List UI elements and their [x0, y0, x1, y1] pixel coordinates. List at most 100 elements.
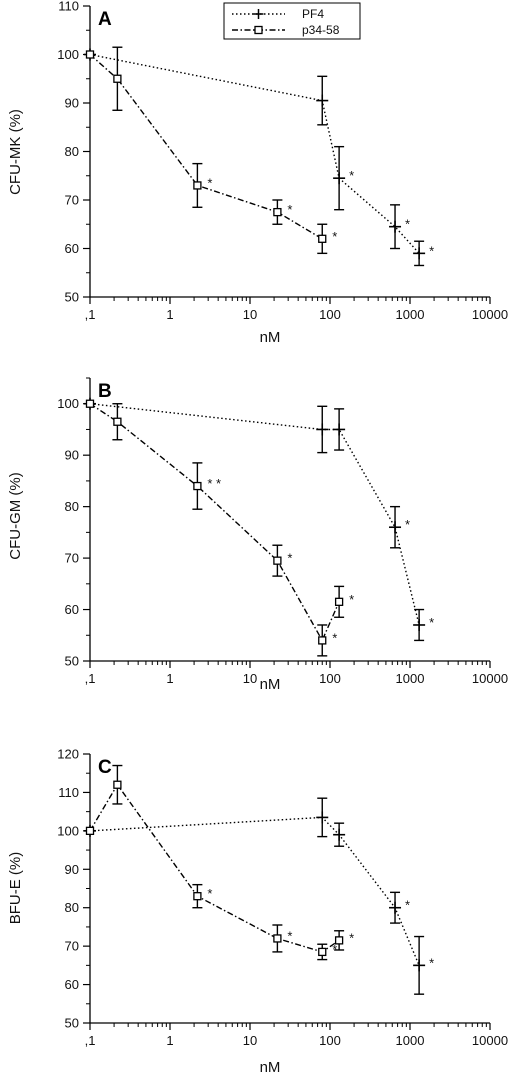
x-tick-label: 1000 [396, 307, 425, 322]
y-tick-label: 60 [65, 602, 79, 617]
significance-mark: * [429, 243, 434, 258]
data-point [318, 636, 327, 645]
significance-mark: * [287, 202, 292, 217]
data-point [334, 936, 344, 945]
significance-mark: * [405, 517, 410, 532]
data-point [113, 417, 122, 426]
series-pf4: ** [84, 397, 434, 642]
data-point [273, 934, 282, 943]
x-tick-label: 10000 [472, 307, 508, 322]
x-tick-label: 1 [166, 671, 173, 686]
series-line [89, 783, 340, 953]
x-tick-label: 1 [166, 1033, 173, 1048]
series-pf4: ** [84, 797, 434, 995]
x-tick-label: 10 [243, 1033, 257, 1048]
y-tick-label: 110 [58, 785, 79, 800]
y-tick-label: 80 [65, 900, 79, 915]
significance-mark: * [207, 886, 212, 901]
x-axis-title: nM [260, 1059, 281, 1076]
panel-letter: A [98, 9, 112, 30]
series-line [89, 816, 420, 966]
y-tick-label: 70 [65, 551, 79, 566]
x-tick-label: 1000 [396, 1033, 425, 1048]
panel-letter: B [98, 381, 112, 402]
data-point [193, 892, 202, 901]
series-p34-58: * * * [85, 46, 337, 255]
panel-letter: C [98, 757, 112, 778]
x-tick-label: ,1 [85, 1033, 96, 1048]
x-tick-label: 1 [166, 307, 173, 322]
data-point [85, 826, 95, 836]
series-line [89, 403, 420, 626]
y-tick-label: 120 [57, 747, 79, 762]
y-tick-label: 100 [57, 396, 79, 411]
significance-mark: * [349, 168, 354, 183]
y-axis-title: CFU-GM (%) [7, 472, 24, 559]
series-p34-58: * * * * * [85, 399, 354, 657]
x-tick-label: 10 [243, 671, 257, 686]
legend-label-p34-58: p34-58 [302, 23, 340, 37]
y-tick-label: 80 [65, 499, 79, 514]
y-tick-label: 100 [57, 823, 79, 838]
y-tick-label: 80 [65, 144, 79, 159]
data-point [273, 207, 282, 217]
x-tick-label: ,1 [85, 307, 96, 322]
significance-mark: * [349, 930, 354, 945]
series-pf4: * * * [84, 48, 434, 267]
y-tick-label: 50 [65, 1016, 79, 1031]
panel-b: 50 60 70 80 90 100 ,1 1 10 100 1000 10000 nM CFU-GM (… [7, 377, 508, 693]
y-tick-label: 70 [65, 939, 79, 954]
data-point [85, 50, 95, 59]
significance-mark: * * [207, 476, 221, 491]
x-tick-label: 100 [319, 671, 341, 686]
significance-mark: * [405, 217, 410, 232]
y-tick-label: 60 [65, 241, 79, 256]
significance-mark: * [429, 955, 434, 970]
y-tick-label: 60 [65, 977, 79, 992]
significance-mark: * [287, 551, 292, 566]
significance-mark: * [207, 175, 212, 190]
x-tick-label: 10000 [472, 671, 508, 686]
significance-mark: * [349, 592, 354, 607]
data-point [273, 556, 282, 565]
data-point [193, 481, 202, 491]
y-axis-title: BFU-E (%) [7, 852, 24, 925]
x-tick-label: 10000 [472, 1033, 508, 1048]
legend-label-pf4: PF4 [302, 7, 324, 21]
x-axis-title: nM [260, 329, 281, 346]
x-tick-label: 100 [319, 307, 341, 322]
series-line [89, 403, 340, 642]
x-tick-label: 1000 [396, 671, 425, 686]
significance-mark: * [429, 615, 434, 630]
y-tick-label: 90 [65, 448, 79, 463]
y-tick-label: 110 [58, 0, 79, 14]
series-line [89, 53, 323, 240]
data-point [85, 399, 95, 408]
data-point [113, 780, 122, 789]
data-point [113, 74, 122, 83]
significance-mark: * [405, 898, 410, 913]
x-axis-title: nM [260, 676, 281, 693]
data-point [193, 181, 202, 190]
legend-box [223, 2, 361, 40]
significance-mark: * [332, 630, 337, 645]
y-tick-label: 90 [65, 96, 79, 111]
y-tick-label: 50 [65, 654, 79, 669]
legend-marker-p34-58 [254, 25, 263, 35]
x-tick-label: 10 [243, 307, 257, 322]
y-tick-label: 90 [65, 862, 79, 877]
y-tick-label: 50 [65, 290, 79, 305]
series-p34-58: **** [85, 764, 354, 961]
legend: PF4 p34-58 [223, 2, 361, 40]
y-axis-title: CFU-MK (%) [7, 109, 24, 195]
significance-mark: * [332, 229, 337, 244]
significance-mark: * [287, 928, 292, 943]
y-tick-label: 70 [65, 193, 79, 208]
data-point [334, 597, 344, 606]
y-tick-label: 100 [57, 47, 79, 62]
data-point [318, 947, 327, 957]
